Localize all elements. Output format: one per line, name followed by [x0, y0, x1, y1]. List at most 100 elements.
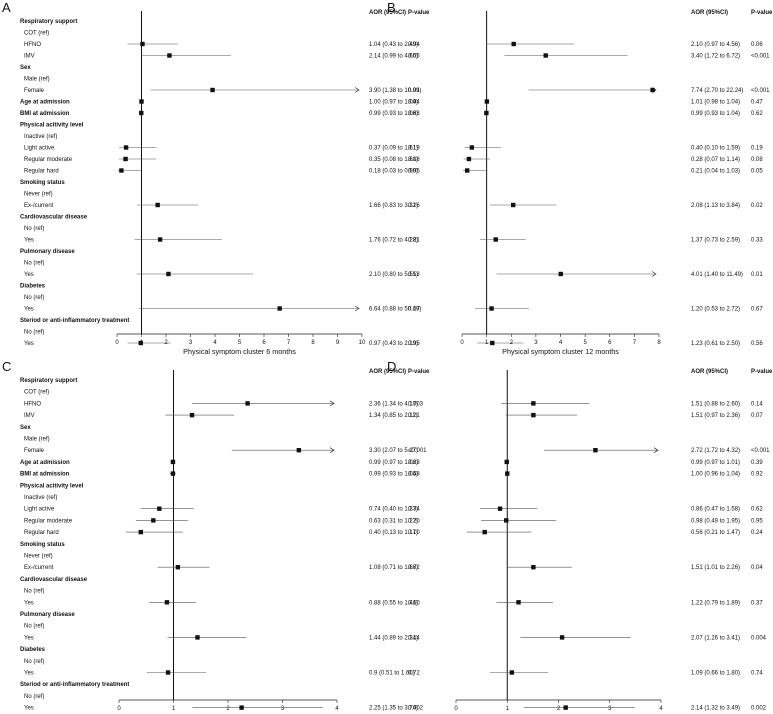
- ci-clip-arrow: [329, 447, 335, 453]
- category-label: IMV: [24, 413, 35, 419]
- x-tick-label: 4: [213, 340, 217, 346]
- aor-value: 1.51 (0.97 to 2.36): [691, 413, 740, 419]
- aor-value: 0.37 (0.09 to 1.61): [369, 146, 418, 152]
- p-value: 0.01: [751, 272, 763, 278]
- p-value-column-header: P-value: [408, 10, 430, 16]
- x-tick-label: 1: [506, 706, 510, 712]
- category-label: Yes: [24, 307, 34, 313]
- aor-value: 0.97 (0.43 to 2.19): [369, 341, 418, 347]
- aor-value: 2.25 (1.35 to 3.74): [369, 706, 418, 712]
- variable-header: Smoking status: [20, 542, 65, 548]
- category-label: No (ref): [24, 295, 44, 301]
- x-tick-label: 5: [238, 340, 242, 346]
- aor-value: 0.99 (0.97 to 1.02): [369, 460, 418, 466]
- point-estimate: [543, 53, 548, 58]
- point-estimate: [558, 271, 563, 277]
- point-estimate: [489, 306, 494, 311]
- aor-value: 0.99 (0.93 to 1.04): [691, 111, 740, 117]
- aor-value: 1.04 (0.43 to 2.49): [369, 42, 418, 48]
- category-label: Male (ref): [24, 437, 50, 443]
- aor-value: 1.20 (0.53 to 2.72): [691, 307, 740, 313]
- p-value: 0.34: [408, 507, 420, 513]
- p-value: 0.14: [408, 635, 420, 641]
- x-tick-label: 9: [336, 340, 340, 346]
- x-tick-label: 10: [359, 340, 366, 346]
- aor-value: 0.56 (0.21 to 1.47): [691, 530, 740, 536]
- p-value: 0.002: [751, 706, 767, 712]
- point-estimate: [504, 459, 509, 465]
- aor-value: 2.36 (1.34 to 4.17): [369, 401, 418, 407]
- aor-value: 1.76 (0.72 to 4.28): [369, 238, 418, 244]
- category-label: Regular hard: [24, 530, 59, 536]
- ci-clip-arrow: [653, 447, 659, 453]
- variable-header: BMI at admission: [20, 111, 70, 117]
- point-estimate: [157, 506, 162, 511]
- x-tick-label: 4: [659, 706, 663, 712]
- p-value: 0.19: [751, 146, 763, 152]
- point-estimate: [151, 518, 156, 523]
- category-label: HFNO: [24, 401, 41, 407]
- x-tick-label: 4: [559, 340, 563, 346]
- category-label: Never (ref): [24, 192, 53, 198]
- x-tick-label: 3: [608, 706, 612, 712]
- ci-clip-arrow: [354, 87, 360, 93]
- p-value-column-header: P-value: [408, 369, 430, 375]
- p-value: 0.004: [751, 635, 767, 641]
- p-value: 0.05: [751, 169, 763, 175]
- p-value: 0.06: [751, 42, 763, 48]
- category-label: Yes: [24, 671, 34, 677]
- aor-column-header: AOR (95%CI): [691, 369, 728, 375]
- panel-letter-d: D: [387, 359, 396, 374]
- variable-header: Steriod or anti-inflammatory treatment: [20, 318, 129, 324]
- p-value: <0.001: [751, 88, 770, 94]
- p-value: 0.56: [751, 341, 763, 347]
- category-label: No (ref): [24, 330, 44, 336]
- aor-column-header: AOR (95%CI): [369, 369, 406, 375]
- p-value: 0.33: [751, 238, 763, 244]
- x-tick-label: 6: [262, 340, 266, 346]
- aor-value: 2.14 (1.32 to 3.49): [691, 706, 740, 712]
- category-label: Regular moderate: [24, 157, 73, 163]
- variable-header: Pulmonary disease: [20, 249, 75, 255]
- p-value: 0.01: [408, 88, 420, 94]
- aor-column-header: AOR (95%CI): [369, 10, 406, 16]
- p-value: 0.08: [751, 157, 763, 163]
- ci-clip-arrow: [354, 305, 360, 312]
- point-estimate: [167, 53, 172, 58]
- p-value: 0.67: [751, 307, 763, 313]
- point-estimate: [165, 670, 171, 675]
- p-value: 0.04: [751, 565, 763, 571]
- p-value: 0.47: [751, 100, 763, 106]
- p-value: 0.62: [751, 111, 763, 117]
- p-value: 0.19: [408, 146, 420, 152]
- point-estimate: [155, 202, 160, 208]
- p-value: 0.14: [751, 401, 763, 407]
- p-value-column-header: P-value: [751, 10, 773, 16]
- aor-value: 7.74 (2.70 to 22.24): [691, 88, 743, 94]
- variable-header: Diabetes: [20, 284, 46, 290]
- point-estimate: [464, 168, 470, 173]
- point-estimate: [210, 87, 215, 93]
- aor-value: 1.23 (0.61 to 2.50): [691, 341, 740, 347]
- x-tick-label: 0: [460, 340, 464, 346]
- aor-value: 1.09 (0.66 to 1.80): [691, 671, 740, 677]
- aor-value: 1.37 (0.73 to 2.59): [691, 238, 740, 244]
- aor-value: 0.18 (0.03 to 0.99): [369, 169, 418, 175]
- aor-value: 1.34 (0.85 to 2.11): [369, 413, 418, 419]
- p-value: 0.94: [408, 42, 420, 48]
- variable-header: Cardiovascular disease: [20, 215, 88, 221]
- category-label: Inactive (ref): [24, 495, 57, 501]
- aor-value: 1.01 (0.98 to 1.04): [691, 100, 740, 106]
- category-label: Male (ref): [24, 77, 50, 83]
- point-estimate: [164, 600, 170, 605]
- p-value: 0.63: [408, 460, 420, 466]
- aor-value: 3.30 (2.07 to 5.27): [369, 448, 418, 454]
- point-estimate: [170, 471, 176, 476]
- aor-value: 0.86 (0.47 to 1.58): [691, 507, 740, 513]
- x-tick-label: 3: [534, 340, 538, 346]
- p-value: <0.001: [751, 54, 770, 60]
- aor-value: 0.88 (0.55 to 1.41): [369, 600, 418, 606]
- aor-value: 1.66 (0.83 to 3.32): [369, 203, 418, 209]
- category-label: Yes: [24, 635, 34, 641]
- p-value: 0.95: [751, 518, 763, 524]
